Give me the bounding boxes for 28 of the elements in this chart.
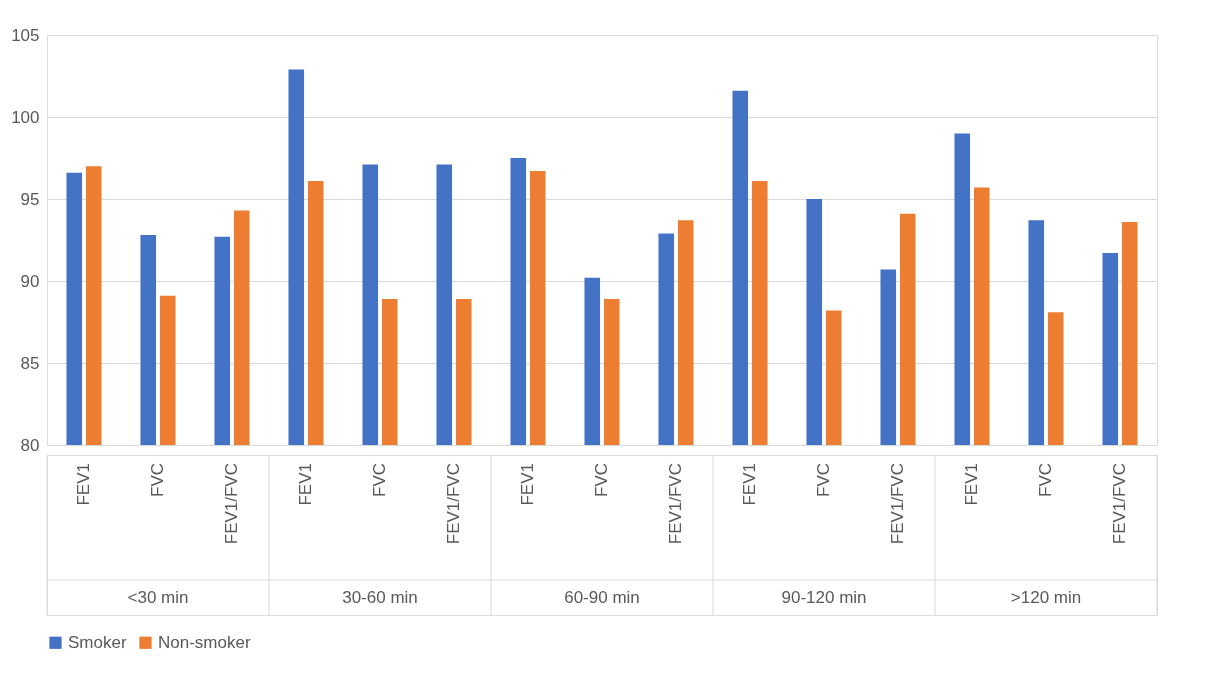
text: 60-90 min — [564, 588, 640, 607]
text: >120 min — [1010, 588, 1082, 607]
x-tick-label: FEV1/FVC — [666, 463, 685, 545]
x-tick-label: FVC — [370, 463, 389, 497]
x-tick-label: FVC — [592, 463, 611, 497]
y-tick-label: 85 — [20, 353, 40, 373]
x-tick-label: FEV1 — [518, 463, 537, 506]
x-tick-label: FEV1/FVC — [222, 463, 241, 545]
x-tick-label: FEV1/FVC — [1110, 463, 1129, 545]
legend-label: Non-smoker — [158, 632, 251, 652]
text: 90-120 min — [781, 588, 867, 607]
x-tick-label: FEV1/FVC — [888, 463, 907, 545]
x-tick-label: FVC — [1036, 463, 1055, 497]
x-tick-label: FVC — [814, 463, 833, 497]
x-tick-label: FEV1 — [296, 463, 315, 506]
x-tick-label: FVC — [148, 463, 167, 497]
legend-label: Smoker — [68, 632, 127, 652]
y-tick-label: 100 — [11, 107, 40, 127]
text: <30 min — [127, 588, 189, 607]
y-tick-label: 90 — [20, 271, 40, 291]
x-tick-label: FEV1 — [740, 463, 759, 506]
x-tick-label: FEV1/FVC — [444, 463, 463, 545]
text: 30-60 min — [342, 588, 418, 607]
y-tick-label: 105 — [11, 25, 40, 45]
y-tick-label: 95 — [20, 189, 40, 209]
y-tick-label: 80 — [20, 435, 40, 455]
x-tick-label: FEV1 — [74, 463, 93, 506]
x-tick-label: FEV1 — [962, 463, 981, 506]
